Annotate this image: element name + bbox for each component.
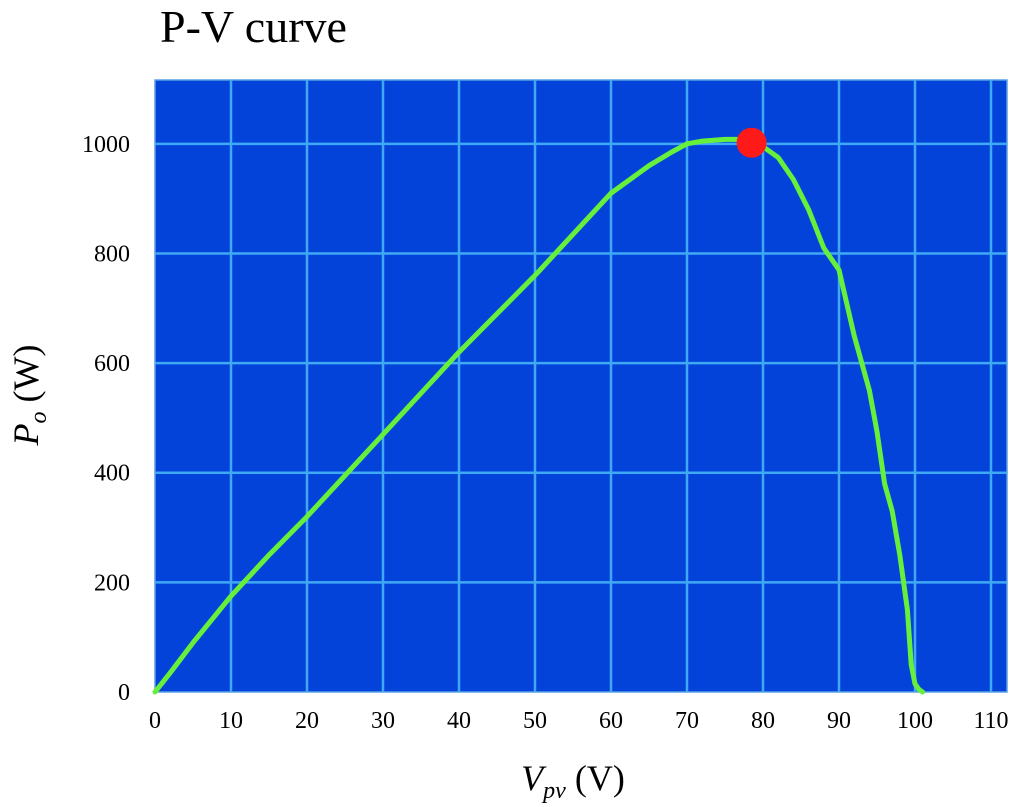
x-tick-label: 0 bbox=[149, 708, 161, 734]
y-tick-label: 0 bbox=[118, 680, 130, 706]
y-axis-symbol: P bbox=[6, 423, 46, 446]
x-tick-label: 10 bbox=[219, 708, 243, 734]
y-tick-label: 600 bbox=[94, 351, 130, 377]
series-line bbox=[152, 136, 926, 695]
x-axis-subscript: pv bbox=[541, 778, 566, 804]
x-tick-label: 100 bbox=[897, 708, 933, 734]
x-axis-symbol: V bbox=[521, 758, 547, 798]
y-tick-label: 400 bbox=[94, 461, 130, 487]
x-tick-label: 30 bbox=[371, 708, 395, 734]
x-tick-label: 110 bbox=[973, 708, 1008, 734]
x-tick-label: 70 bbox=[675, 708, 699, 734]
mpp-markers bbox=[736, 127, 767, 158]
tick-labels: 0 10 20 30 40 50 60 70 80 90 100 110 0 200 400 600 800 10… bbox=[82, 132, 1009, 734]
y-tick-label: 800 bbox=[94, 241, 130, 267]
plot-area bbox=[154, 79, 1008, 693]
x-tick-label: 50 bbox=[523, 708, 547, 734]
mpp-marker bbox=[736, 127, 767, 158]
y-axis-unit: (W) bbox=[6, 345, 46, 403]
pv-curve bbox=[152, 136, 926, 695]
chart-title: P-V curve bbox=[160, 1, 347, 52]
x-tick-label: 60 bbox=[599, 708, 623, 734]
y-tick-label: 200 bbox=[94, 570, 130, 596]
x-tick-label: 80 bbox=[751, 708, 775, 734]
x-tick-label: 40 bbox=[447, 708, 471, 734]
y-axis-label: Po (W) bbox=[6, 345, 52, 447]
x-axis-unit: (V) bbox=[575, 758, 625, 798]
grid-lines bbox=[155, 80, 1007, 692]
y-tick-label: 1000 bbox=[82, 132, 130, 158]
y-axis-subscript: o bbox=[26, 411, 52, 423]
x-axis-label: Vpv (V) bbox=[521, 758, 625, 804]
x-tick-label: 20 bbox=[295, 708, 319, 734]
x-tick-label: 90 bbox=[827, 708, 851, 734]
